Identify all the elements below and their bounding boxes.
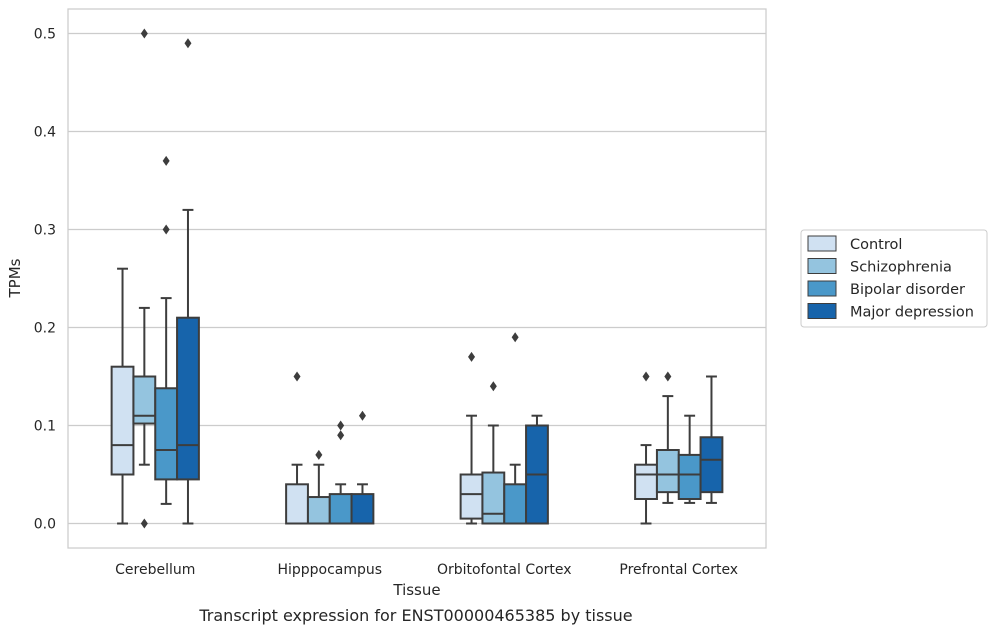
box	[328, 493, 353, 525]
box	[459, 473, 484, 520]
box-group	[655, 371, 680, 504]
box	[699, 436, 724, 494]
x-tick-label: Orbitofontal Cortex	[437, 562, 572, 578]
box	[503, 483, 528, 525]
box-group	[459, 351, 484, 525]
legend-label: Major depression	[850, 305, 974, 321]
box	[481, 471, 506, 525]
outlier-point	[358, 410, 366, 421]
y-tick-label: 0.1	[34, 419, 56, 435]
outlier-point	[184, 38, 192, 49]
box	[350, 493, 375, 525]
legend-label: Control	[850, 237, 902, 253]
outlier-point	[337, 420, 345, 431]
x-tick-label: Prefrontal Cortex	[619, 562, 738, 578]
y-tick-label: 0.5	[34, 27, 56, 43]
legend-swatch	[807, 303, 837, 319]
outlier-point	[162, 224, 170, 235]
box-group	[503, 332, 528, 525]
legend-label: Schizophrenia	[850, 260, 952, 276]
figure-caption: Transcript expression for ENST0000046538…	[199, 606, 633, 625]
box-group	[154, 155, 179, 505]
outlier-point	[468, 351, 476, 362]
outlier-point	[337, 430, 345, 441]
box-group	[132, 28, 157, 529]
legend-label: Bipolar disorder	[850, 282, 965, 298]
x-tick-labels: Cerebellum Hipppocampus Orbitofontal Corte…	[115, 562, 738, 578]
outlier-point	[140, 518, 148, 529]
y-tick-label: 0.4	[34, 125, 56, 141]
y-axis-title: TPMs	[6, 258, 24, 298]
box	[285, 483, 309, 525]
legend: Control Schizophrenia Bipolar disorder Majo…	[800, 229, 988, 328]
box	[306, 496, 331, 525]
box-group	[677, 414, 702, 504]
boxes	[110, 28, 724, 529]
legend-swatch	[807, 280, 837, 297]
x-tick-label: Cerebellum	[115, 562, 195, 578]
box	[655, 449, 680, 494]
box	[634, 463, 658, 501]
box-group	[525, 414, 549, 525]
plot-area-frame	[67, 8, 767, 549]
box-group	[481, 381, 506, 525]
outlier-point	[642, 371, 650, 382]
y-tick-labels: 0.0 0.1 0.2 0.3 0.4 0.5	[34, 27, 56, 533]
outlier-point	[664, 371, 672, 382]
x-axis-title: Tissue	[392, 581, 440, 599]
box-group	[328, 420, 353, 525]
y-tick-label: 0.2	[34, 321, 56, 337]
y-tick-label: 0.0	[34, 517, 56, 533]
outlier-point	[315, 449, 323, 460]
y-tick-label: 0.3	[34, 223, 56, 239]
box	[154, 387, 179, 481]
x-tick-label: Hipppocampus	[277, 562, 382, 578]
legend-frame	[800, 229, 988, 328]
box-group	[306, 449, 331, 525]
legend-swatch	[807, 235, 837, 252]
box-group	[110, 267, 135, 525]
outlier-point	[162, 155, 170, 166]
box-group	[699, 375, 724, 504]
box	[677, 453, 702, 500]
outlier-point	[489, 381, 497, 392]
box	[110, 365, 135, 476]
box-group	[634, 371, 658, 525]
box	[176, 316, 200, 481]
legend-swatch	[807, 258, 837, 274]
outlier-point	[140, 28, 148, 39]
box-group	[176, 38, 200, 525]
outlier-point	[293, 371, 301, 382]
box-group	[285, 371, 309, 525]
outlier-point	[511, 332, 519, 343]
box-group	[350, 410, 375, 525]
